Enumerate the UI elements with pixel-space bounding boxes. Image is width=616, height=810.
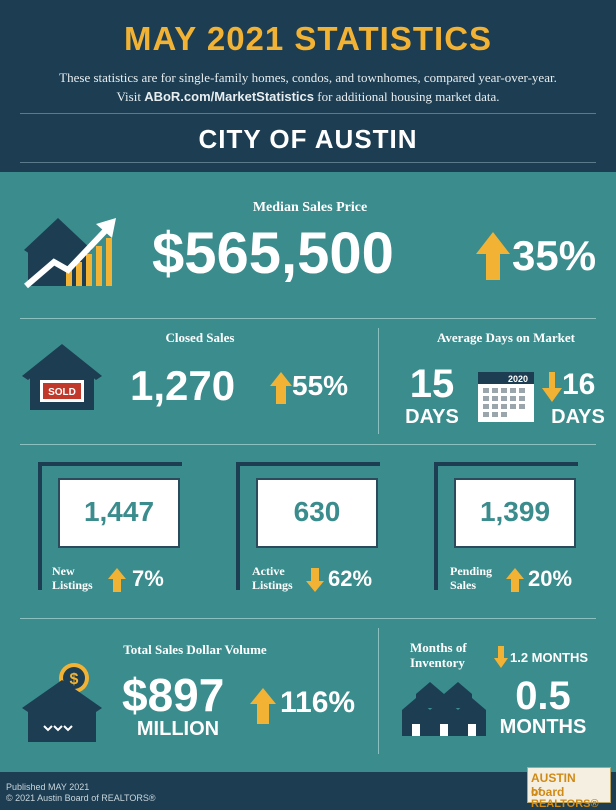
stats-panel: Median Sales Price $565,500 35% Closed S… (0, 172, 616, 772)
new-listings-value: 1,447 (83, 496, 155, 527)
inventory-label-1: Months of (410, 640, 467, 655)
new-listings-up-arrow-icon (108, 568, 126, 592)
logo-line-1: AUSTIN board (531, 771, 576, 799)
new-listings-change: 7% (132, 566, 164, 591)
sales-volume-label: Total Sales Dollar Volume (123, 642, 267, 657)
inventory-label-2: Inventory (410, 655, 465, 670)
median-price-value: $565,500 (152, 221, 394, 286)
active-listings-sign: 630 (256, 478, 378, 548)
pending-sales-label: Pending Sales (450, 564, 492, 592)
pending-sales-change: 20% (528, 566, 573, 591)
sold-sign-text: SOLD (48, 387, 76, 398)
median-price-label: Median Sales Price (252, 200, 368, 215)
days-on-market-prev-value: 16 (562, 368, 596, 401)
sold-house-icon: SOLD (22, 344, 102, 410)
calendar-icon: 2020 (478, 372, 534, 422)
days-on-market-label: Average Days on Market (436, 330, 576, 345)
inventory-unit: MONTHS (499, 716, 587, 738)
subtitle-line-1: These statistics are for single-family h… (59, 70, 557, 85)
sales-volume-value: $897 (122, 669, 225, 721)
closed-sales-value: 1,270 (130, 362, 236, 409)
inventory-prev-value: 1.2 MONTHS (510, 650, 589, 665)
market-statistics-link[interactable]: ABoR.com/MarketStatistics (144, 89, 314, 104)
divider-2 (20, 444, 596, 445)
header-divider-top (20, 113, 596, 114)
austin-board-logo: AUSTIN board of REALTORS® (527, 767, 611, 810)
days-on-market-unit: DAYS (405, 406, 459, 428)
active-listings-label: Active Listings (252, 564, 293, 592)
subtitle-visit: Visit (116, 89, 141, 104)
new-listings-sign: 1,447 (58, 478, 180, 548)
header: MAY 2021 STATISTICS These statistics are… (0, 0, 616, 172)
sales-volume-unit: MILLION (136, 718, 220, 740)
inventory-down-arrow-icon (494, 646, 508, 668)
house-money-icon: $ (22, 663, 102, 742)
median-up-arrow-icon (476, 232, 510, 280)
active-listings-bar (236, 462, 380, 466)
published-date: Published MAY 2021 (6, 782, 90, 792)
logo-line-2: of REALTORS® (531, 786, 599, 810)
subtitle-line-2: Visit ABoR.com/MarketStatistics for addi… (20, 87, 596, 106)
pending-sales-bar (434, 462, 578, 466)
calendar-year: 2020 (508, 374, 528, 384)
closed-sales-label: Closed Sales (165, 330, 235, 345)
houses-icon (402, 682, 486, 736)
active-listings-down-arrow-icon (306, 568, 324, 592)
new-listings-label: New Listings (52, 564, 93, 592)
copyright: © 2021 Austin Board of REALTORS® (6, 793, 156, 803)
city-title: CITY OF AUSTIN (198, 124, 418, 154)
active-listings-value: 630 (293, 496, 341, 527)
divider-3 (20, 618, 596, 619)
footer: Published MAY 2021 © 2021 Austin Board o… (0, 772, 616, 804)
pending-sales-label-1: Pending (450, 564, 493, 578)
active-listings-label-1: Active (252, 564, 285, 578)
svg-text:$: $ (70, 671, 79, 688)
days-on-market-value: 15 (409, 362, 455, 406)
subtitle-rest: for additional housing market data. (317, 89, 500, 104)
active-listings-label-2: Listings (252, 578, 293, 592)
closed-sales-change: 55% (292, 370, 349, 401)
days-on-market-prev-unit: DAYS (551, 406, 605, 428)
page-title: MAY 2021 STATISTICS (123, 20, 493, 57)
pending-sales-value: 1,399 (479, 496, 551, 527)
closed-up-arrow-icon (270, 372, 292, 404)
median-price-change: 35% (512, 232, 597, 279)
dom-down-arrow-icon (542, 372, 562, 402)
pending-sales-label-2: Sales (450, 578, 477, 592)
new-listings-label-1: New (52, 564, 75, 578)
new-listings-label-2: Listings (52, 578, 93, 592)
sales-volume-change: 116% (280, 686, 356, 719)
pending-sales-post (434, 462, 438, 590)
new-listings-post (38, 462, 42, 590)
active-listings-post (236, 462, 240, 590)
divider-vertical-2 (378, 628, 379, 754)
divider-1 (20, 318, 596, 319)
inventory-label: Months of Inventory (410, 640, 467, 670)
volume-up-arrow-icon (250, 688, 276, 724)
inventory-value: 0.5 (515, 674, 571, 718)
pending-sales-up-arrow-icon (506, 568, 524, 592)
divider-vertical-1 (378, 328, 379, 434)
header-divider-bottom (20, 162, 596, 163)
active-listings-change: 62% (328, 566, 373, 591)
house-growth-icon (24, 218, 116, 289)
header-subtitle: These statistics are for single-family h… (20, 68, 596, 106)
pending-sales-sign: 1,399 (454, 478, 576, 548)
new-listings-bar (38, 462, 182, 466)
